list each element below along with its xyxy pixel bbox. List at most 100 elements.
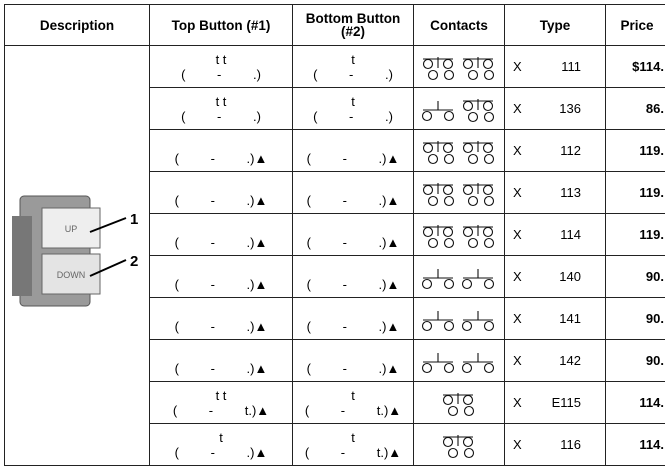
contact [442,58,454,69]
table-row: t t( - .) t( - .) X 136 86. [5,87,665,130]
type-prefix: X [513,101,522,116]
contact [467,69,479,80]
button-line: ( - .)▲ [306,318,400,334]
button-line: ( - .)▲ [306,360,400,376]
contact [442,394,454,405]
button-line: ( - .)▲ [306,150,400,166]
contacts-cell [413,339,505,382]
contact [483,69,495,80]
table-row: ( - .)▲ ( - .)▲ X 113 119. [5,171,665,214]
type-cell: X 136 [504,87,606,130]
contact [443,153,455,164]
product-table: Description Top Button (#1) Bottom Button … [4,4,665,466]
contact [462,142,474,153]
contact [482,184,494,195]
table-row: ( - .)▲ ( - .)▲ X 114 119. [5,213,665,256]
description-cell: UP DOWN 1 2 [4,45,150,466]
button-cell: t( - .) [292,87,414,130]
contacts-symbol [422,182,495,206]
type-number: 136 [559,101,581,116]
button-line: ( - .)▲ [174,150,268,166]
button-cell: t( - t.)▲ [292,381,414,424]
button-cell: ( - .)▲ [292,129,414,172]
column-header: Top Button (#1) [149,4,293,46]
contact [442,436,454,447]
contact [462,100,474,111]
button-line: ( - .)▲ [174,276,268,292]
button-line: t [351,51,355,67]
contact [483,153,495,164]
column-header: Contacts [413,4,505,46]
type-cell: X 111 [504,45,606,88]
contacts-cell [413,213,505,256]
contact [467,237,479,248]
button-line [293,346,413,361]
table-body: UP DOWN 1 2 t t( - .) t( - .) X 111 $114. t t( - … [4,45,665,466]
contact [462,58,474,69]
callout-arrow [89,216,127,233]
price-cell: 114. [605,381,665,424]
price-cell: 119. [605,171,665,214]
contact [427,69,439,80]
contact [443,195,455,206]
header-row: Description Top Button (#1) Bottom Button … [4,4,665,46]
button-cell: ( - .)▲ [149,171,293,214]
button-cell: t t( - .) [149,45,293,88]
type-number: 112 [560,143,581,158]
contact [463,447,475,458]
contact [482,100,494,111]
type-prefix: X [513,311,522,326]
type-prefix: X [513,437,522,452]
button-cell: t t( - t.)▲ [149,381,293,424]
button-line: ( - t.)▲ [304,444,402,460]
type-prefix: X [513,185,522,200]
button-cell: ( - .)▲ [292,171,414,214]
button-line: ( - .)▲ [174,444,268,460]
type-number: 116 [560,437,581,452]
button-line: ( - .)▲ [174,234,268,250]
contact [482,226,494,237]
contact [443,320,455,331]
button-cell: ( - .)▲ [292,213,414,256]
button-cell: ( - .)▲ [149,129,293,172]
type-cell: X 142 [504,339,606,382]
contact [442,184,454,195]
contacts-cell [413,171,505,214]
type-number: 142 [559,353,581,368]
button-line: t t [215,51,227,67]
price-cell: $114. [605,45,665,88]
table-row: ( - .)▲ ( - .)▲ X 141 90. [5,297,665,340]
contacts-cell [413,381,505,424]
contacts-symbol [422,224,495,248]
callout-arrow [89,258,127,277]
button-line: t t [215,387,227,403]
button-cell: ( - .)▲ [149,339,293,382]
button-line [293,304,413,319]
contacts-symbol [421,98,495,122]
button-cell: t( - t.)▲ [292,423,414,466]
contact [483,278,495,289]
button-line [150,136,292,151]
button-cell: t( - .) [292,45,414,88]
type-prefix: X [513,395,522,410]
contact [467,153,479,164]
type-number: E115 [551,395,581,410]
type-cell: X 140 [504,255,606,298]
button-cell: ( - .)▲ [292,297,414,340]
button-line: t t [215,93,227,109]
contact [482,58,494,69]
contact [467,111,479,122]
contact [421,110,433,121]
contact [461,320,473,331]
contact [442,142,454,153]
button-cell: ( - .)▲ [292,255,414,298]
contact [443,278,455,289]
contact [422,184,434,195]
contact [442,226,454,237]
contacts-cell [413,87,505,130]
contact [421,278,433,289]
button-line: ( - .)▲ [306,276,400,292]
switch-image: UP DOWN 1 2 [12,195,138,306]
button-line: ( - .)▲ [174,360,268,376]
contact [443,237,455,248]
